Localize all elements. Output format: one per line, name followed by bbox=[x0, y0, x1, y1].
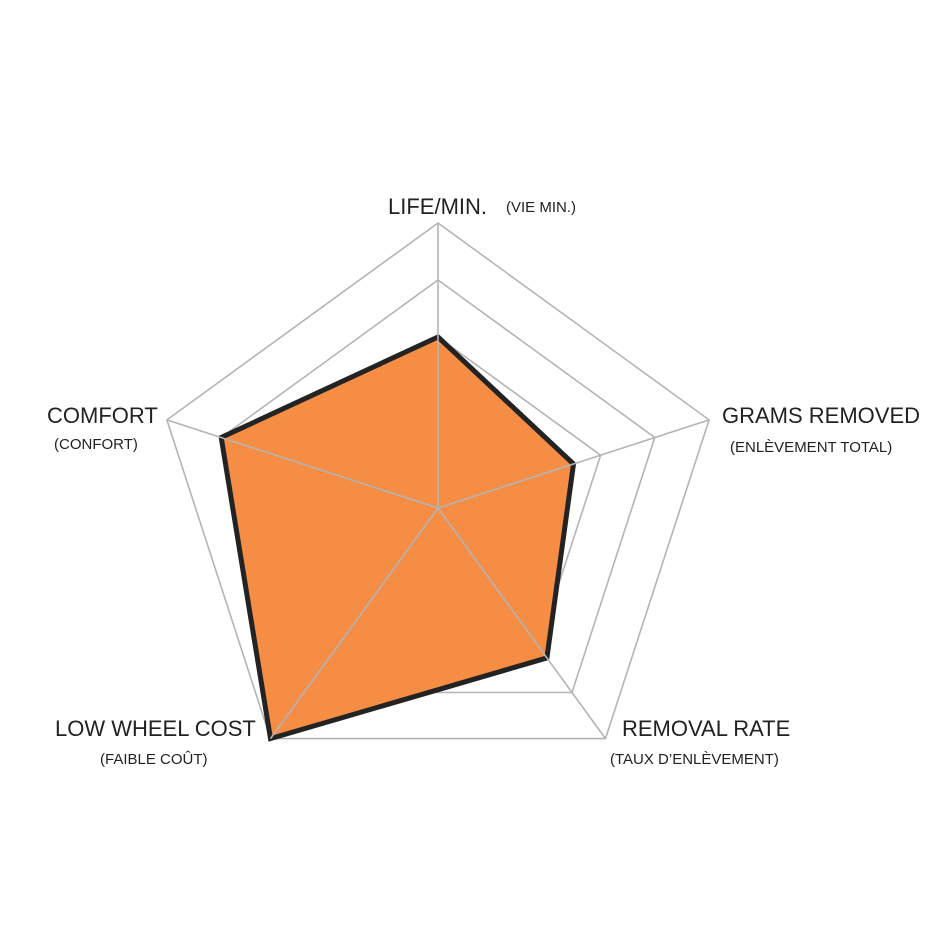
axis-label-comfort: COMFORT bbox=[47, 403, 158, 428]
axis-label-life: LIFE/MIN. bbox=[388, 194, 488, 219]
axis-sublabel-comfort: (CONFORT) bbox=[54, 436, 138, 453]
axis-sublabel-removal: (TAUX D’ENLÈVEMENT) bbox=[610, 751, 779, 768]
axis-spoke-grams bbox=[437, 419, 710, 509]
axis-spoke-comfort bbox=[166, 419, 439, 509]
axis-spoke-cost bbox=[269, 507, 439, 740]
grid-ring-4 bbox=[220, 279, 656, 694]
axis-sublabel-life: (VIE MIN.) bbox=[506, 199, 576, 216]
grid-ring-5 bbox=[165, 222, 711, 740]
series-polygon-0 bbox=[218, 334, 577, 742]
axis-sublabel-cost: (FAIBLE COÛT) bbox=[100, 751, 208, 768]
axis-label-removal: REMOVAL RATE bbox=[622, 716, 791, 741]
axis-label-cost: LOW WHEEL COST bbox=[55, 716, 256, 741]
axis-sublabel-grams: (ENLÈVEMENT TOTAL) bbox=[730, 439, 893, 456]
axis-label-grams: GRAMS REMOVED bbox=[722, 403, 921, 428]
axis-spoke-removal bbox=[437, 507, 607, 740]
